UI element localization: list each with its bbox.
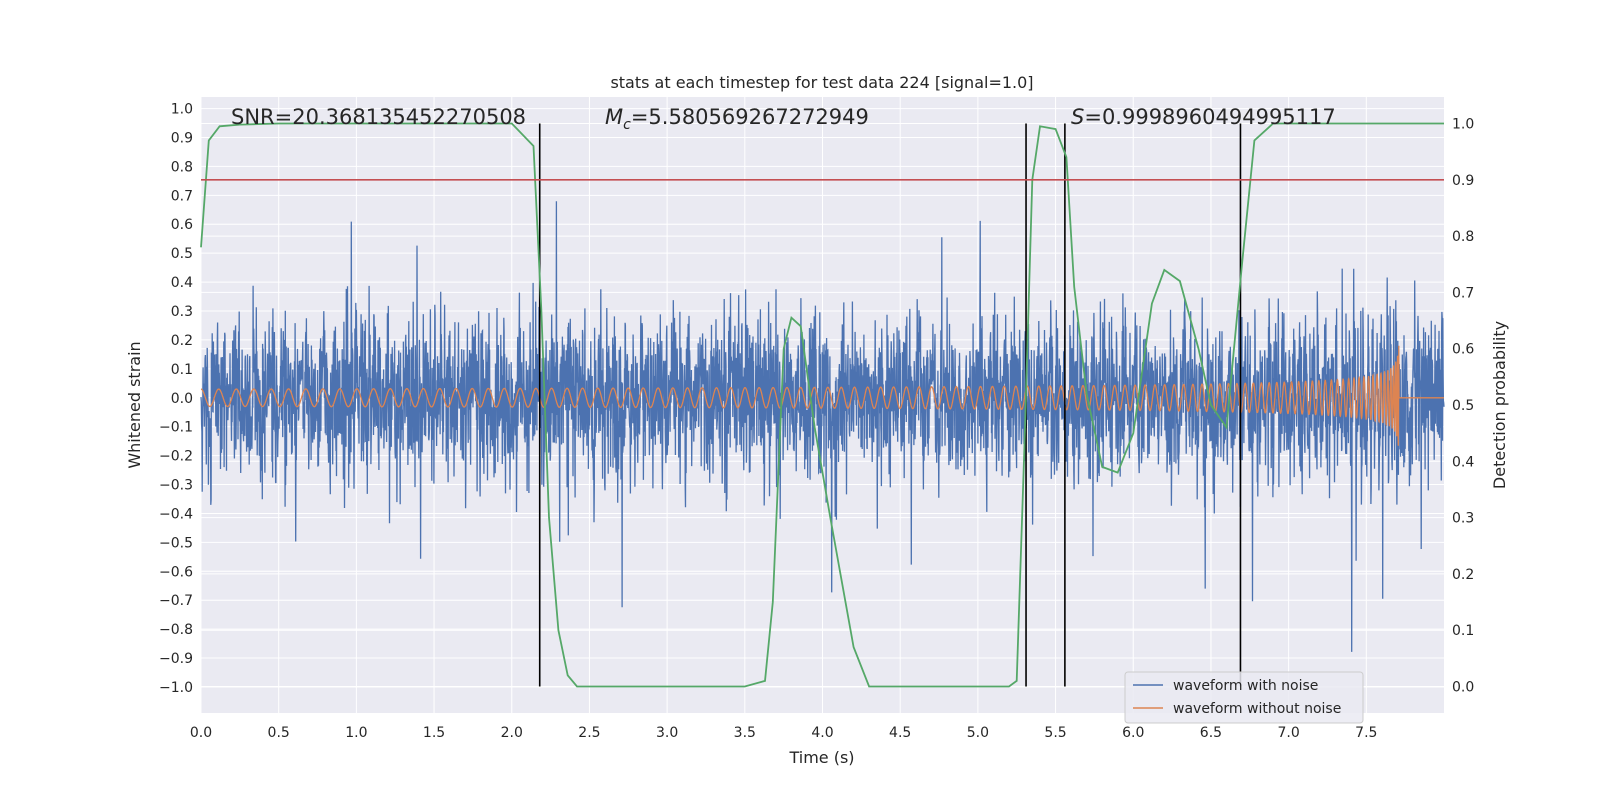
x-tick-label: 6.5 xyxy=(1200,725,1222,741)
y-left-tick-label: −0.1 xyxy=(159,420,193,436)
x-tick-label: 7.0 xyxy=(1277,725,1299,741)
y-left-tick-label: 0.0 xyxy=(171,391,193,407)
chirp-mass-annotation: Mc=5.580569267272949 xyxy=(605,105,869,133)
x-tick-label: 5.5 xyxy=(1044,725,1066,741)
probability-line xyxy=(200,122,1444,688)
y-left-tick-labels: 1.0 0.9 0.8 0.7 0.6 0.5 0.4 0.3 0.2 0.1 0.0 −0.1 −0.… xyxy=(159,102,193,696)
chirp-mass-value: =5.580569267272949 xyxy=(631,105,869,129)
x-tick-label: 6.0 xyxy=(1122,725,1144,741)
s-symbol: S xyxy=(1071,105,1084,129)
y-left-tick-label: 0.9 xyxy=(171,130,193,146)
y-right-tick-label: 0.7 xyxy=(1452,285,1474,301)
x-tick-label: 7.5 xyxy=(1355,725,1377,741)
x-tick-label: 1.0 xyxy=(345,725,367,741)
x-tick-labels: 0.0 0.5 1.0 1.5 2.0 2.5 3.0 3.5 4.0 4.5 5.0 5.5 6.0 6… xyxy=(190,725,1378,741)
y-right-axis-label: Detection probability xyxy=(1490,321,1509,489)
x-tick-label: 0.0 xyxy=(190,725,212,741)
probability-series xyxy=(200,122,1444,688)
s-annotation: S=0.9998960494995117 xyxy=(1071,105,1336,129)
y-right-tick-label: 0.4 xyxy=(1452,454,1474,470)
y-left-tick-label: 0.4 xyxy=(171,275,193,291)
y-left-tick-label: 0.7 xyxy=(171,188,193,204)
y-right-tick-label: 0.6 xyxy=(1452,342,1474,358)
y-left-tick-label: 0.6 xyxy=(171,217,193,233)
clean-waveform-series xyxy=(200,345,1444,446)
y-left-tick-label: −0.6 xyxy=(159,564,193,580)
x-tick-label: 0.5 xyxy=(268,725,290,741)
y-left-tick-label: −0.3 xyxy=(159,478,193,494)
y-left-tick-label: 0.5 xyxy=(171,246,193,262)
y-left-tick-label: 0.8 xyxy=(171,159,193,175)
y-right-tick-label: 0.8 xyxy=(1452,229,1474,245)
x-tick-label: 5.0 xyxy=(967,725,989,741)
y-left-tick-label: −0.9 xyxy=(159,651,193,667)
y-left-tick-label: −0.8 xyxy=(159,622,193,638)
x-tick-label: 2.0 xyxy=(501,725,523,741)
y-right-tick-label: 0.3 xyxy=(1452,511,1474,527)
x-tick-label: 3.5 xyxy=(734,725,756,741)
legend-label-noisy: waveform with noise xyxy=(1173,678,1318,694)
y-right-tick-label: 0.2 xyxy=(1452,567,1474,583)
y-left-tick-label: −0.5 xyxy=(159,535,193,551)
x-tick-label: 4.0 xyxy=(811,725,833,741)
y-left-tick-label: −0.7 xyxy=(159,593,193,609)
noisy-waveform-line xyxy=(200,201,1445,652)
legend: waveform with noise waveform without noi… xyxy=(1124,671,1364,724)
snr-annotation: SNR=20.368135452270508 xyxy=(231,105,526,129)
legend-label-clean: waveform without noise xyxy=(1173,701,1341,717)
y-left-tick-label: 0.2 xyxy=(171,333,193,349)
y-left-tick-label: 1.0 xyxy=(171,102,193,118)
y-left-axis-label: Whitened strain xyxy=(125,341,144,468)
y-right-tick-label: 0.0 xyxy=(1452,680,1474,696)
s-value: =0.9998960494995117 xyxy=(1084,105,1335,129)
x-tick-label: 2.5 xyxy=(578,725,600,741)
y-right-tick-label: 1.0 xyxy=(1452,116,1474,132)
y-right-tick-label: 0.9 xyxy=(1452,173,1474,189)
chirp-mass-symbol: M xyxy=(605,105,623,129)
legend-box xyxy=(1124,671,1364,724)
y-left-tick-label: 0.1 xyxy=(171,362,193,378)
y-left-tick-label: 0.3 xyxy=(171,304,193,320)
y-left-tick-label: −1.0 xyxy=(159,680,193,696)
noisy-waveform-series xyxy=(200,201,1445,652)
clean-waveform-line xyxy=(200,345,1444,446)
y-left-tick-label: −0.2 xyxy=(159,449,193,465)
x-tick-label: 3.0 xyxy=(656,725,678,741)
y-right-tick-label: 0.1 xyxy=(1452,623,1474,639)
chirp-mass-subscript: c xyxy=(623,117,631,133)
y-right-tick-labels: 1.0 0.9 0.8 0.7 0.6 0.5 0.4 0.3 0.2 0.1 0.0 xyxy=(1452,116,1474,695)
x-tick-label: 1.5 xyxy=(423,725,445,741)
x-tick-label: 4.5 xyxy=(889,725,911,741)
y-right-tick-label: 0.5 xyxy=(1452,398,1474,414)
chart-title: stats at each timestep for test data 224… xyxy=(610,73,1033,92)
x-axis-label: Time (s) xyxy=(788,748,854,767)
y-left-tick-label: −0.4 xyxy=(159,506,193,522)
